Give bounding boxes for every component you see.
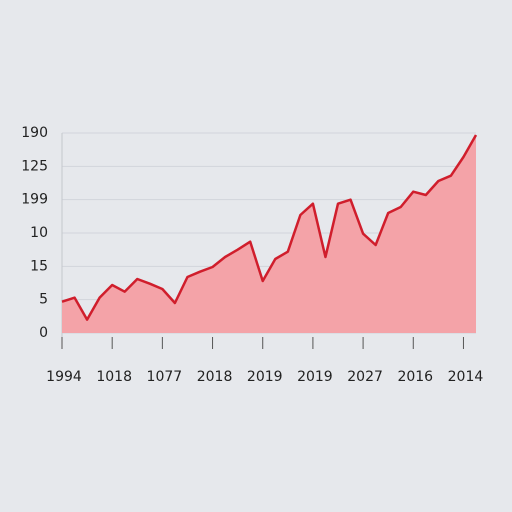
y-tick-label: 199 xyxy=(21,192,48,208)
x-tick-label: 1018 xyxy=(96,369,132,385)
x-tick-label: 1994 xyxy=(46,369,82,385)
x-tick-label: 2019 xyxy=(297,369,333,385)
line xyxy=(61,134,478,321)
x-tick-label: 2019 xyxy=(247,369,283,385)
x-tick-label: 2016 xyxy=(397,369,433,385)
y-tick-label: 10 xyxy=(30,225,48,241)
y-tick-label: 125 xyxy=(21,158,48,174)
y-tick-label: 15 xyxy=(30,258,48,274)
y-tick-label: 190 xyxy=(21,125,48,141)
x-tick-label: 2027 xyxy=(347,369,383,385)
area xyxy=(62,135,476,333)
x-tick-label: 2018 xyxy=(197,369,233,385)
x-tick-label: 1077 xyxy=(147,369,183,385)
x-tick-label: 2014 xyxy=(448,369,484,385)
y-tick-label: 0 xyxy=(39,325,48,341)
y-tick-label: 5 xyxy=(39,292,48,308)
